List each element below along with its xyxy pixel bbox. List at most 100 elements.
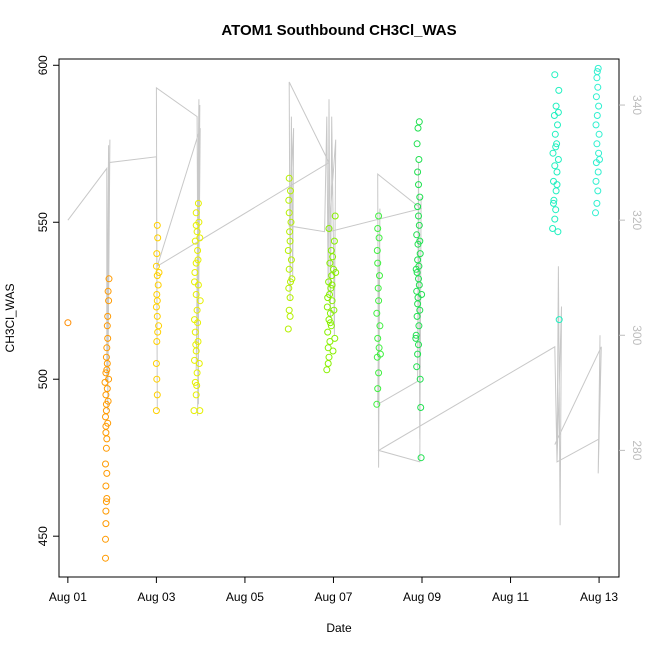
scatter-point [593,199,601,207]
scatter-points-group [64,64,603,562]
x-tick-label: Aug 01 [49,590,87,604]
scatter-point [102,429,110,437]
scatter-point [594,187,602,195]
scatter-point [104,397,112,405]
scatter-point [152,360,160,367]
plot-frame [58,58,620,578]
scatter-point [331,212,339,220]
scatter-point [376,350,384,358]
scatter-point [376,322,384,330]
scatter-point [194,247,202,254]
scatter-point [552,206,560,214]
x-axis: Aug 01 Aug 03 Aug 05 Aug 07 Aug 09 Aug 11 Aug … [49,577,618,604]
scatter-point [412,331,420,339]
scatter-point [193,306,201,314]
scatter-point [102,444,110,452]
scatter-point [102,554,109,562]
x-tick-label: Aug 03 [137,590,175,604]
y2-axis: 280 300 320 340 [619,95,644,461]
scatter-point [375,212,383,220]
scatter-point [285,284,293,292]
scatter-point [152,262,160,270]
scatter-point [195,360,203,367]
scatter-point [154,234,162,242]
scatter-point [330,237,338,245]
scatter-point [415,275,422,283]
scatter-point [551,162,559,170]
scatter-point [594,64,602,72]
scatter-point [324,360,332,367]
scatter-point [549,225,557,232]
scatter-point [285,209,293,217]
scatter-point [412,265,420,273]
scatter-point [64,319,72,327]
scatter-point [373,400,381,408]
scatter-point [413,140,421,148]
scatter-point [374,259,382,267]
scatter-point [555,86,563,94]
scatter-point [374,385,382,393]
scatter-point [152,407,160,415]
scatter-point [552,187,560,195]
scatter-point [152,303,160,311]
y2-tick-label: 320 [630,210,644,230]
scatter-point [324,344,332,352]
scatter-point [154,281,162,289]
scatter-point [103,322,111,330]
scatter-point [154,328,162,336]
scatter-point [196,297,204,305]
scatter-point [418,291,426,298]
scatter-point [374,284,382,292]
y-tick-label: 550 [36,212,50,232]
scatter-point [192,291,200,298]
scatter-point [286,312,294,320]
scatter-point [103,360,111,367]
scatter-point [415,181,422,189]
scatter-point [285,306,293,314]
scatter-point [285,196,293,204]
scatter-point [413,312,421,320]
scatter-point [102,498,110,506]
scatter-point [103,385,111,393]
chart-title: ATOM1 Southbound CH3Cl_WAS [221,22,456,39]
scatter-point [153,312,161,320]
scatter-point [326,259,334,267]
scatter-point [595,149,603,157]
scatter-point [416,237,424,245]
scatter-point [286,228,294,236]
scatter-point [550,112,558,119]
scatter-point [332,269,340,276]
y2-tick-label: 340 [630,95,644,115]
scatter-point [190,407,198,415]
scatter-point [413,287,421,295]
scatter-point [153,250,161,258]
scatter-point [376,272,383,280]
scatter-point [414,203,422,211]
x-tick-label: Aug 07 [314,590,352,604]
scatter-point [327,247,335,254]
x-tick-label: Aug 05 [226,590,264,604]
scatter-point [415,322,423,330]
scatter-point [416,306,424,314]
scatter-point [191,356,198,364]
y-tick-label: 600 [36,55,50,75]
scatter-point [412,334,420,342]
scatter-point [194,319,202,327]
scatter-point [593,74,601,82]
scatter-point [103,495,111,502]
line-series-trace [67,81,602,526]
scatter-point [592,121,600,129]
scatter-point [595,102,603,110]
scatter-point [415,156,423,163]
scatter-point [191,328,199,336]
scatter-point [553,181,561,189]
scatter-point [326,338,334,345]
scatter-point [102,482,110,490]
scatter-point [103,344,111,352]
x-tick-label: Aug 13 [580,590,618,604]
scatter-point [550,199,557,207]
scatter-point [194,199,202,207]
scatter-point [331,334,339,342]
y-tick-label: 450 [36,526,50,546]
